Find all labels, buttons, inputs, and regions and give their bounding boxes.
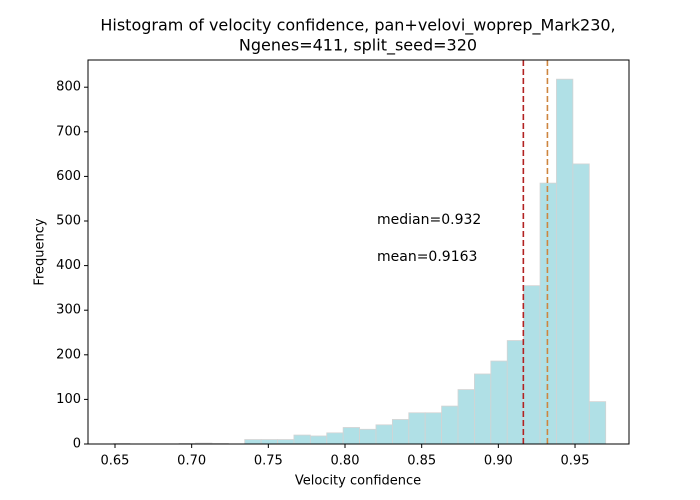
y-tick-label: 100 <box>56 392 81 407</box>
bar <box>474 373 492 445</box>
y-axis-label: Frequency <box>33 218 48 285</box>
bar <box>572 163 590 445</box>
x-tick-label: 0.85 <box>407 454 436 469</box>
y-tick-label: 700 <box>56 124 81 139</box>
y-tick-label: 200 <box>56 347 81 362</box>
y-tick-label: 600 <box>56 169 81 184</box>
y-tick-label: 500 <box>56 214 81 229</box>
bar <box>424 412 443 445</box>
x-tick-label: 0.75 <box>254 454 283 469</box>
x-tick-label: 0.90 <box>484 454 513 469</box>
bar <box>408 412 426 445</box>
x-tick-label: 0.70 <box>177 454 206 469</box>
bar <box>556 78 574 445</box>
bar <box>309 435 328 445</box>
x-tick-label: 0.65 <box>101 454 130 469</box>
x-tick-label: 0.80 <box>331 454 360 469</box>
chart-subtitle: Ngenes=411, split_seed=320 <box>239 36 477 56</box>
annotation: mean=0.9163 <box>377 249 477 265</box>
bar <box>260 439 278 445</box>
x-tick-label: 0.95 <box>561 454 590 469</box>
bar <box>506 340 525 445</box>
bar <box>539 182 557 445</box>
bar <box>293 434 311 445</box>
chart-title: Histogram of velocity confidence, pan+ve… <box>100 16 615 36</box>
plot-frame <box>87 59 630 445</box>
y-tick-label: 300 <box>56 303 81 318</box>
bar <box>375 424 393 445</box>
annotation: median=0.932 <box>377 212 481 228</box>
y-tick-label: 0 <box>73 437 81 452</box>
x-axis-label: Velocity confidence <box>295 474 421 489</box>
bar <box>359 428 377 445</box>
bar <box>441 405 459 445</box>
bar <box>342 427 360 445</box>
bar <box>326 432 344 445</box>
y-tick-label: 400 <box>56 258 81 273</box>
bar <box>244 439 262 445</box>
bar <box>391 419 410 445</box>
y-tick-label: 800 <box>56 80 81 95</box>
bar <box>588 401 607 445</box>
bar <box>490 360 508 445</box>
bar <box>277 439 295 445</box>
bar <box>523 285 541 445</box>
bar <box>457 389 475 445</box>
